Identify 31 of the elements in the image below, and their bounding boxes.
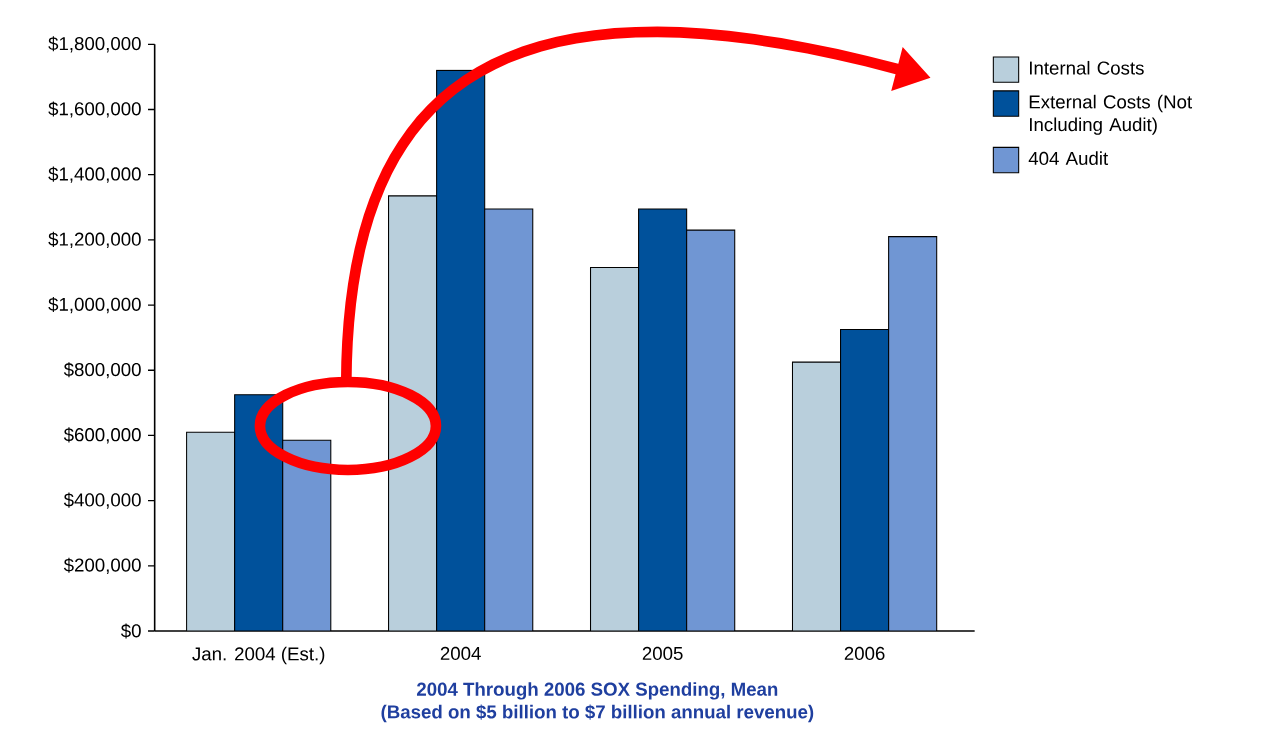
bar [484,208,534,631]
y-tick-label: $200,000 [63,557,141,574]
y-tick-label: $0 [120,623,141,639]
y-tick-label: $1,400,000 [48,166,141,183]
legend-label: 404 Audit [1028,151,1109,166]
x-tick-label: 2004 [440,646,481,661]
bar [388,195,438,631]
y-tick-label: $600,000 [63,427,141,444]
bar [638,208,688,631]
y-tick-label: $1,800,000 [48,36,141,53]
bar [234,394,284,631]
x-tick-label: 2005 [642,646,683,661]
text: 2004 Through 2006 SOX Spending, Mean [416,682,778,700]
y-tick-label: $1,200,000 [48,231,141,248]
bar [282,439,332,631]
bar [686,229,736,631]
x-tick-label: 2006 [844,646,885,661]
bar [589,267,640,631]
y-tick-label: $1,600,000 [48,101,141,118]
x-tick-label: Jan. 2004 (Est.) [192,646,325,665]
bar [840,328,890,631]
bar [791,361,842,631]
bar [888,236,938,631]
y-tick-label: $400,000 [63,492,141,509]
legend-label: Internal Costs [1029,60,1144,75]
legend-label: External Costs (Not Including Audit) [1029,94,1193,135]
text: (Based on $5 billion to $7 billion annual revenue) [381,704,814,723]
y-tick-label: $800,000 [63,362,141,379]
bar [186,431,236,631]
bar [436,69,486,631]
y-tick-label: $1,000,000 [48,296,141,314]
